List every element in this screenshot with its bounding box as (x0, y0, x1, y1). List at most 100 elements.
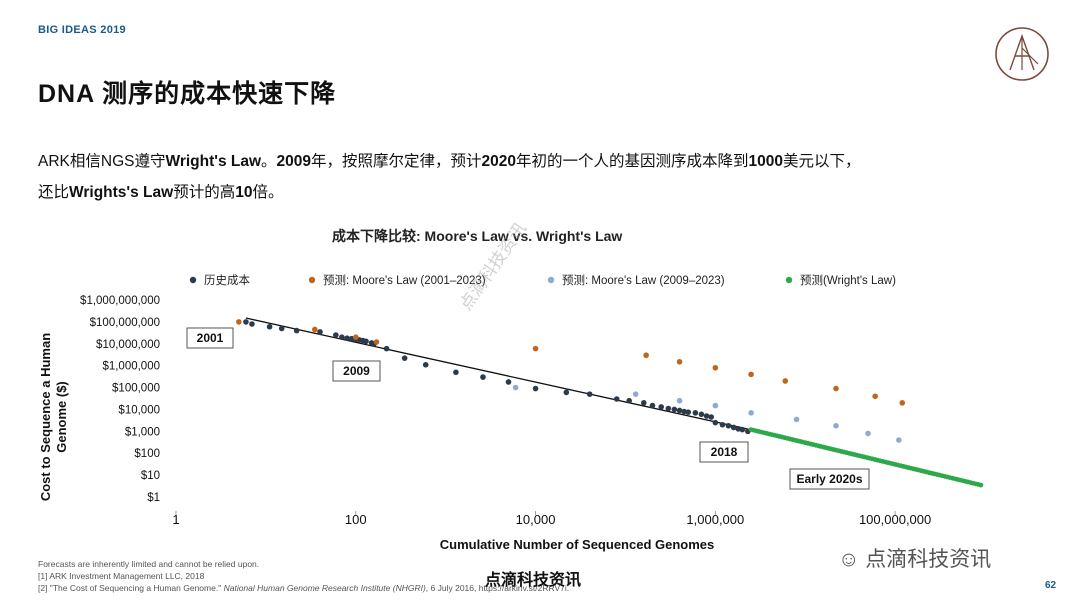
x-tick-label: 100,000,000 (859, 512, 931, 527)
data-point (532, 345, 539, 352)
data-point (748, 371, 754, 378)
y-tick-label: $100,000,000 (90, 317, 160, 329)
legend-marker (308, 276, 316, 284)
legend-marker (547, 276, 555, 284)
y-tick-label: $1,000,000,000 (80, 295, 160, 307)
data-point (681, 408, 687, 415)
data-point (632, 391, 639, 397)
annotation-box: 2009 (332, 360, 381, 382)
data-point (640, 400, 647, 406)
data-point (676, 407, 683, 414)
x-tick-label: 1 (172, 512, 179, 527)
annotation-label: Early 2020s (796, 472, 862, 486)
y-tick-label: $1,000,000 (102, 361, 160, 373)
data-point (725, 422, 732, 429)
data-point (872, 393, 878, 400)
data-point (658, 404, 665, 410)
data-point (676, 359, 683, 365)
series-1 (243, 319, 751, 435)
data-point (676, 397, 683, 404)
page-number: 62 (1045, 580, 1057, 591)
chart-title: 成本下降比较: Moore's Law vs. Wright's Law (332, 228, 623, 244)
y-tick-label: $10,000 (118, 404, 160, 416)
data-point (712, 419, 719, 426)
data-point (401, 355, 408, 361)
data-point (978, 482, 984, 488)
data-point (712, 364, 719, 371)
data-point (626, 397, 632, 404)
data-point (782, 378, 789, 384)
data-point (363, 338, 369, 345)
data-point (563, 389, 570, 396)
data-point (317, 329, 323, 335)
intro-line-1: ARK相信NGS遵守Wright's Law。2009年，按照摩尔定律，预计20… (38, 153, 861, 170)
annotation-box: 2001 (186, 327, 234, 349)
data-point (422, 361, 429, 368)
data-point (730, 424, 737, 431)
data-point (698, 411, 705, 418)
data-point (278, 325, 285, 332)
y-tick-label: $10,000,000 (96, 339, 160, 351)
data-point (613, 396, 620, 402)
y-tick-label: $1 (147, 492, 160, 504)
x-tick-label: 1,000,000 (686, 512, 744, 527)
x-axis-label: Cumulative Number of Sequenced Genomes (440, 537, 715, 552)
data-point (373, 339, 380, 345)
data-point (685, 409, 692, 415)
legend-marker (785, 276, 793, 284)
footnote-1: Forecasts are inherently limited and can… (38, 559, 260, 569)
watermark-bottom: 点滴科技资讯 (485, 572, 582, 589)
annotation-box: 2018 (699, 441, 749, 463)
y-axis-label: Cost to Sequence a HumanGenome ($) (38, 333, 69, 501)
data-point (512, 384, 519, 391)
wechat-icon: ☺ (838, 548, 860, 571)
data-point (708, 414, 715, 420)
legend-item: 预测: Moore's Law (2009–2023) (562, 274, 725, 287)
brand-label: BIG IDEAS 2019 (38, 24, 126, 36)
annotation-label: 2001 (197, 331, 224, 345)
y-tick-label: $100 (134, 448, 160, 460)
legend-marker (189, 276, 197, 284)
legend-item: 预测: Moore's Law (2001–2023) (323, 274, 486, 287)
data-point (293, 327, 300, 334)
data-point (748, 410, 754, 416)
legend-item: 预测(Wright's Law) (800, 274, 896, 287)
annotation-label: 2018 (711, 445, 738, 459)
data-point (352, 334, 359, 340)
data-point (865, 430, 871, 437)
data-point (383, 345, 390, 352)
chart-legend: 历史成本 预测: Moore's Law (2001–2023) 预测: Moore… (189, 273, 896, 287)
annotation-border (186, 327, 234, 349)
page-title: DNA 测序的成本快速下降 (38, 80, 337, 108)
data-point (719, 421, 726, 428)
footnote-2: [1] ARK Investment Management LLC, 2018 (38, 571, 205, 582)
ark-logo-icon (995, 27, 1049, 81)
data-point (692, 410, 699, 416)
data-point (665, 405, 672, 412)
trend-line (245, 317, 759, 432)
data-point (833, 385, 839, 392)
data-point (249, 321, 255, 327)
data-point (266, 323, 273, 330)
data-point (703, 413, 710, 419)
cost-chart: 历史成本 预测: Moore's Law (2001–2023) 预测: Moore… (38, 273, 984, 552)
trend-line-group (245, 317, 759, 432)
data-point (896, 437, 902, 443)
footnotes: Forecasts are inherently limited and can… (38, 558, 569, 595)
y-tick-label: $1,000 (125, 426, 160, 438)
data-point (453, 369, 459, 376)
x-tick-label: 100 (345, 512, 367, 527)
chart-annotations: 2001 2009 2018 Early 2020s (186, 327, 870, 490)
data-point (899, 400, 906, 406)
data-points (236, 319, 984, 488)
data-point (833, 422, 839, 429)
data-point (505, 379, 512, 385)
data-point (649, 402, 656, 409)
series-3 (512, 384, 902, 443)
annotation-border (789, 468, 870, 490)
data-point (236, 319, 242, 325)
intro-line-2: 还比Wrights's Law预计的高10倍。 (38, 184, 284, 201)
legend-item: 历史成本 (204, 273, 250, 287)
series-4 (748, 427, 984, 488)
data-point (311, 326, 318, 333)
